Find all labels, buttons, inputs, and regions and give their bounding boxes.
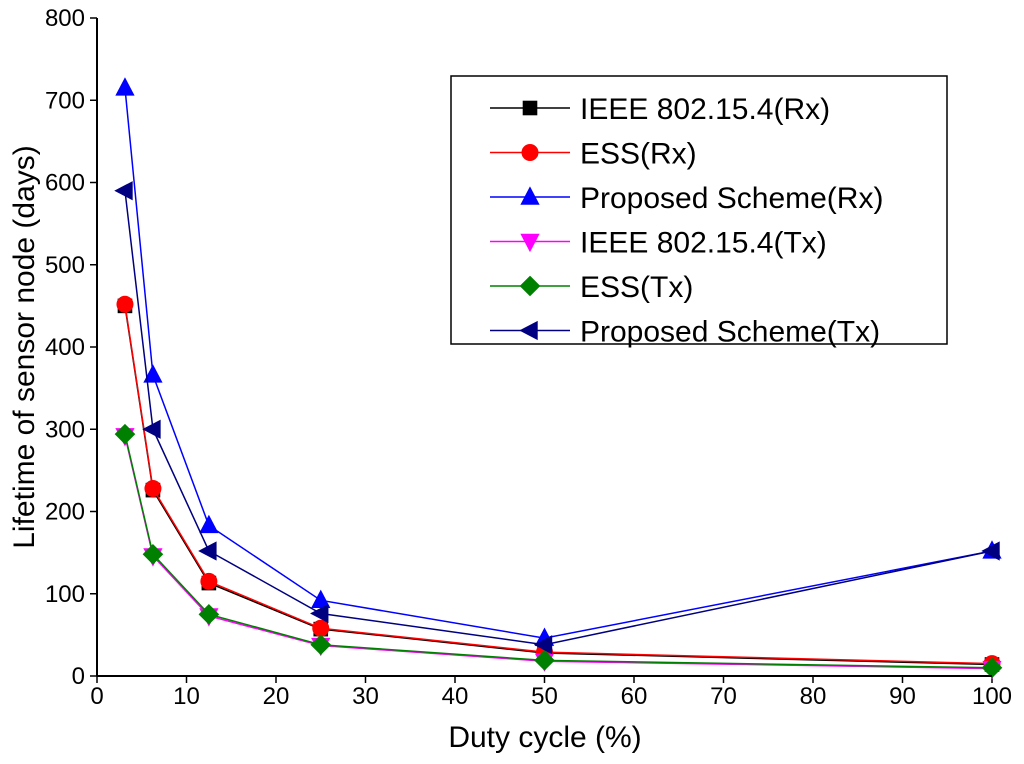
y-tick-label: 0 bbox=[72, 663, 85, 690]
y-tick-label: 100 bbox=[45, 581, 85, 608]
x-tick-label: 20 bbox=[263, 683, 290, 710]
series-line bbox=[124, 304, 993, 665]
data-point bbox=[143, 364, 163, 383]
y-axis-title: Lifetime of sensor node (days) bbox=[8, 145, 41, 549]
axes bbox=[96, 18, 992, 677]
legend-entry: Proposed Scheme(Tx) bbox=[490, 316, 880, 349]
legend-box bbox=[450, 75, 948, 345]
series-line bbox=[124, 87, 993, 639]
legend-marker bbox=[519, 275, 541, 297]
y-tick-label: 300 bbox=[45, 416, 85, 443]
data-point bbox=[116, 295, 134, 313]
data-point bbox=[114, 423, 136, 445]
x-axis-title: Duty cycle (%) bbox=[448, 721, 641, 754]
x-tick-label: 40 bbox=[442, 683, 469, 710]
x-tick-label: 80 bbox=[800, 683, 827, 710]
x-tick-label: 60 bbox=[621, 683, 648, 710]
data-point bbox=[198, 541, 217, 561]
y-tick-label: 800 bbox=[45, 5, 85, 32]
x-tick-label: 70 bbox=[710, 683, 737, 710]
series-line bbox=[124, 190, 993, 646]
series-line bbox=[124, 305, 993, 666]
data-point bbox=[200, 572, 218, 590]
legend-label: ESS(Tx) bbox=[580, 271, 693, 304]
data-point bbox=[115, 77, 135, 96]
data-point bbox=[198, 604, 220, 625]
data-point bbox=[534, 650, 555, 671]
series-line bbox=[124, 435, 993, 670]
series-0 bbox=[117, 298, 1000, 672]
data-point bbox=[981, 541, 1000, 561]
legend-entry: IEEE 802.15.4(Tx) bbox=[490, 227, 827, 260]
x-tick-label: 30 bbox=[352, 683, 379, 710]
data-point bbox=[114, 181, 133, 201]
legend-entry: ESS(Rx) bbox=[490, 138, 697, 171]
x-tick-label: 0 bbox=[90, 683, 103, 710]
legend: IEEE 802.15.4(Rx) ESS(Rx) Proposed Scheme(… bbox=[450, 75, 948, 349]
y-tick-label: 700 bbox=[45, 87, 85, 114]
x-tick-label: 50 bbox=[531, 683, 558, 710]
data-point bbox=[142, 419, 161, 439]
tick-labels: 0 10 20 30 40 50 60 70 80 90 100 0 100 200 300 400 500 60… bbox=[45, 5, 1012, 710]
data-point bbox=[311, 589, 331, 609]
legend-marker bbox=[520, 186, 540, 205]
x-tick-label: 90 bbox=[889, 683, 916, 710]
data-point bbox=[310, 634, 332, 656]
data-point bbox=[142, 543, 164, 565]
data-point bbox=[144, 479, 162, 497]
legend-marker bbox=[520, 233, 540, 253]
legend-label: IEEE 802.15.4(Rx) bbox=[580, 93, 830, 126]
legend-label: ESS(Rx) bbox=[580, 138, 697, 171]
y-tick-label: 600 bbox=[45, 170, 85, 197]
legend-marker bbox=[521, 144, 539, 161]
data-point bbox=[310, 603, 329, 624]
series-5 bbox=[114, 181, 1000, 655]
series-1 bbox=[116, 295, 1001, 673]
legend-entry: IEEE 802.15.4(Rx) bbox=[490, 93, 830, 126]
series-4 bbox=[114, 423, 1003, 679]
legend-entry: Proposed Scheme(Rx) bbox=[490, 182, 883, 215]
legend-marker bbox=[522, 100, 538, 116]
series-line bbox=[124, 434, 993, 669]
data-point bbox=[533, 635, 553, 655]
legend-label: Proposed Scheme(Tx) bbox=[580, 316, 880, 349]
data-point bbox=[312, 619, 330, 637]
data-point bbox=[981, 657, 1003, 679]
data-point bbox=[199, 514, 219, 534]
series-layer bbox=[114, 77, 1003, 680]
legend-label: Proposed Scheme(Rx) bbox=[580, 182, 883, 215]
x-tick-label: 10 bbox=[173, 683, 200, 710]
y-tick-label: 200 bbox=[45, 499, 85, 526]
x-tick-label: 100 bbox=[972, 683, 1012, 710]
y-tick-label: 500 bbox=[45, 252, 85, 279]
series-3 bbox=[115, 428, 1002, 680]
y-tick-label: 400 bbox=[45, 334, 85, 361]
legend-entry: ESS(Tx) bbox=[490, 271, 693, 304]
legend-label: IEEE 802.15.4(Tx) bbox=[580, 227, 827, 260]
legend-marker bbox=[519, 320, 538, 341]
